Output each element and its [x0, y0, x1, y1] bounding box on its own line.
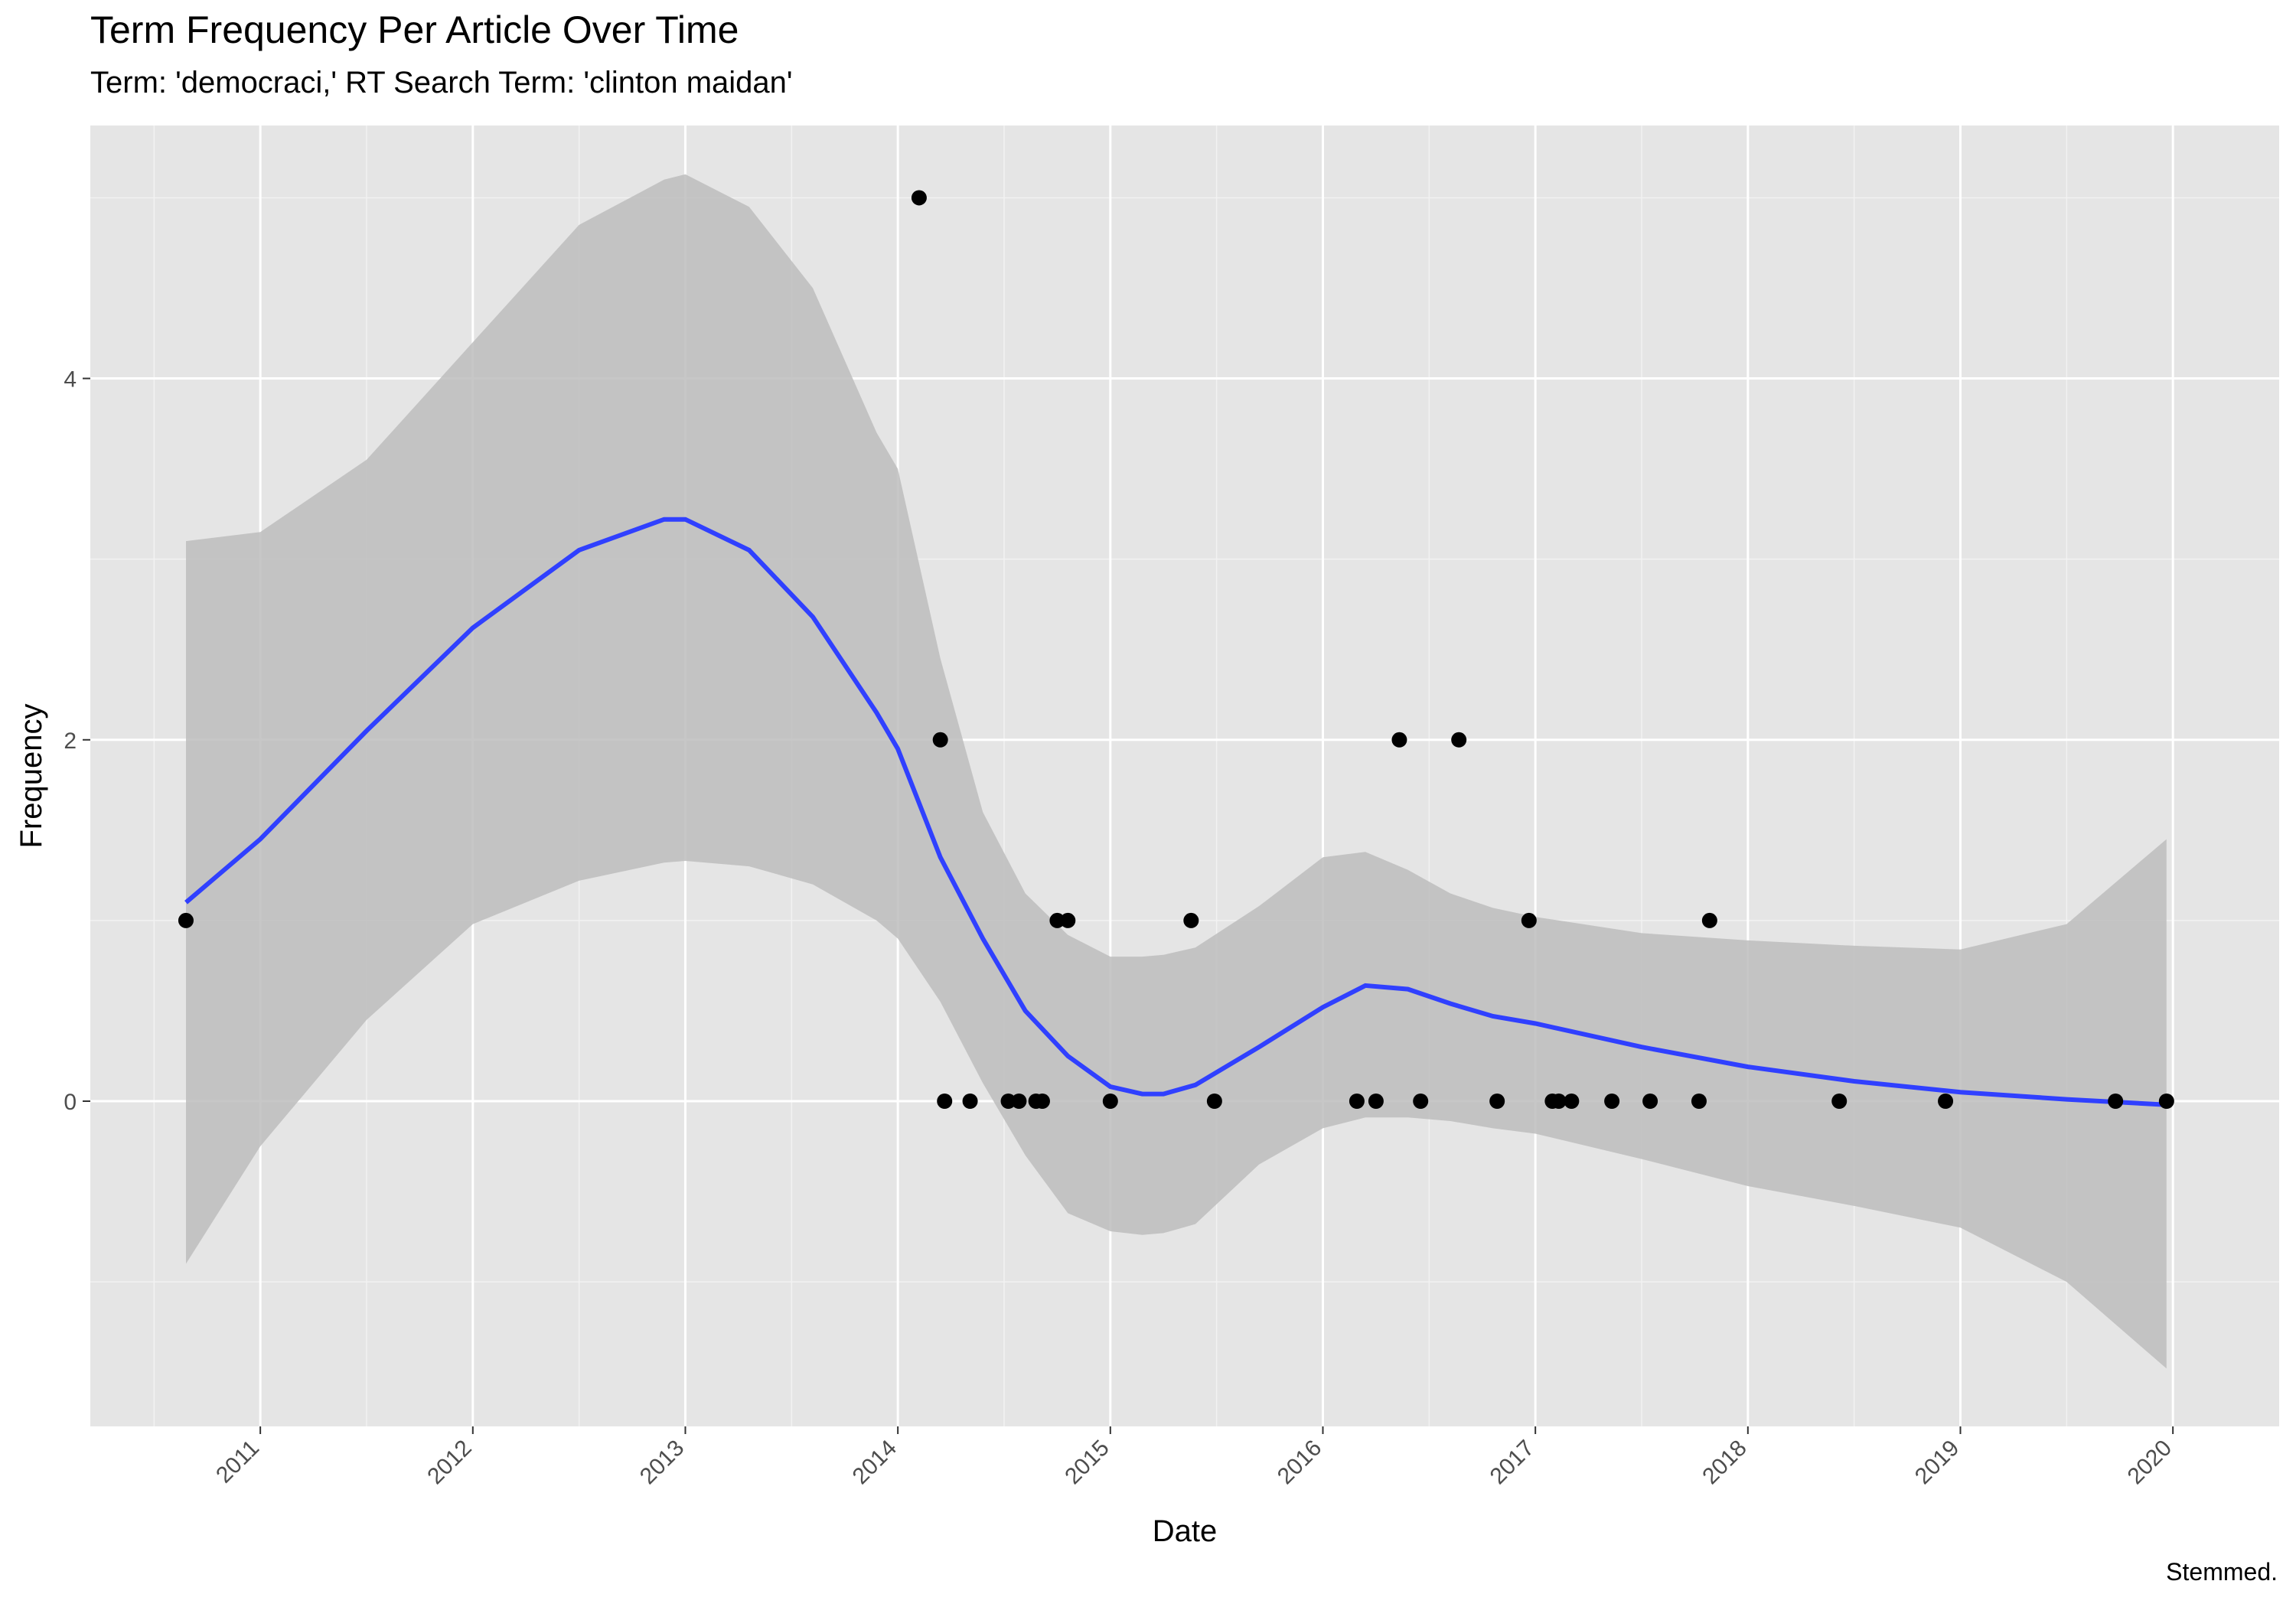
data-point [1049, 912, 1065, 928]
data-point [1604, 1094, 1620, 1109]
x-tick-label: 2017 [1486, 1436, 1540, 1490]
data-point [1451, 732, 1467, 748]
chart-subtitle: Term: 'democraci,' RT Search Term: 'clin… [90, 66, 793, 99]
data-point [2108, 1094, 2124, 1109]
data-point [1102, 1094, 1118, 1109]
data-point [1034, 1094, 1050, 1109]
data-point [1642, 1094, 1658, 1109]
data-point [1701, 912, 1717, 928]
smooth-trend-line [184, 517, 2167, 1107]
data-point [1011, 1094, 1027, 1109]
y-axis-ticks: 0 2 4 [64, 367, 90, 1115]
y-tick-label: 4 [64, 367, 77, 393]
data-point [1521, 912, 1537, 928]
x-tick-label: 2016 [1273, 1436, 1327, 1490]
chart-caption: Stemmed. [2166, 1558, 2278, 1586]
data-point [1391, 732, 1407, 748]
chart-title: Term Frequency Per Article Over Time [90, 8, 739, 51]
data-point [178, 912, 194, 928]
x-axis-title: Date [1153, 1514, 1218, 1548]
data-point [962, 1094, 978, 1109]
x-tick-label: 2011 [211, 1436, 264, 1488]
data-point [1368, 1094, 1384, 1109]
x-tick-label: 2012 [422, 1436, 477, 1490]
confidence-ribbon [186, 174, 2167, 1369]
data-point [1831, 1094, 1848, 1109]
data-point [1413, 1094, 1429, 1109]
x-tick-label: 2015 [1060, 1436, 1114, 1490]
x-tick-label: 2020 [2123, 1436, 2177, 1490]
y-axis-title: Frequency [15, 704, 48, 849]
data-point [1691, 1094, 1707, 1109]
y-tick-label: 0 [64, 1090, 77, 1115]
x-tick-label: 2014 [848, 1436, 902, 1490]
data-point [1489, 1094, 1505, 1109]
data-point [937, 1094, 953, 1109]
data-point [1551, 1094, 1567, 1109]
data-point [1349, 1094, 1365, 1109]
x-tick-label: 2013 [635, 1436, 690, 1490]
data-points [178, 190, 2174, 1109]
data-point [932, 732, 948, 748]
data-point [2158, 1094, 2174, 1109]
data-point [1938, 1094, 1954, 1109]
x-axis-ticks: 2011 2012 2013 2014 2015 2016 2017 2018 2019 2020 [211, 1426, 2177, 1489]
y-tick-label: 2 [64, 729, 77, 754]
x-tick-label: 2018 [1698, 1436, 1752, 1490]
data-point [1060, 912, 1076, 928]
data-point [911, 190, 927, 206]
data-point [1000, 1094, 1016, 1109]
x-tick-label: 2019 [1910, 1436, 1965, 1490]
data-point [1183, 912, 1199, 928]
data-point [1206, 1094, 1222, 1109]
data-point [1564, 1094, 1580, 1109]
